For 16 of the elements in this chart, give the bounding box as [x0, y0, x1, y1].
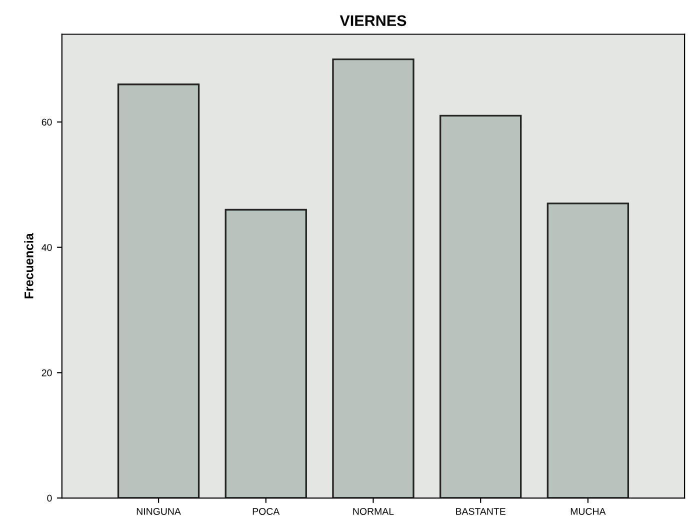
y-tick-label: 20	[42, 369, 52, 376]
y-tick-label: 60	[42, 118, 52, 126]
bar	[117, 84, 200, 498]
x-tick-label: BASTANTE	[456, 508, 506, 515]
chart-title: VIERNES	[340, 15, 406, 26]
y-tick-label: 40	[42, 244, 52, 251]
bar	[332, 58, 414, 498]
bar	[224, 208, 307, 498]
x-tick-label: MUCHA	[570, 508, 606, 515]
bar	[546, 202, 630, 498]
x-tick-label: POCA	[252, 508, 280, 515]
x-tick-label: NINGUNA	[136, 508, 181, 515]
y-axis-title: Frecuencia	[24, 233, 34, 298]
x-tick-label: NORMAL	[353, 508, 394, 515]
bar	[440, 114, 522, 498]
y-tick-label: 0	[47, 494, 52, 502]
